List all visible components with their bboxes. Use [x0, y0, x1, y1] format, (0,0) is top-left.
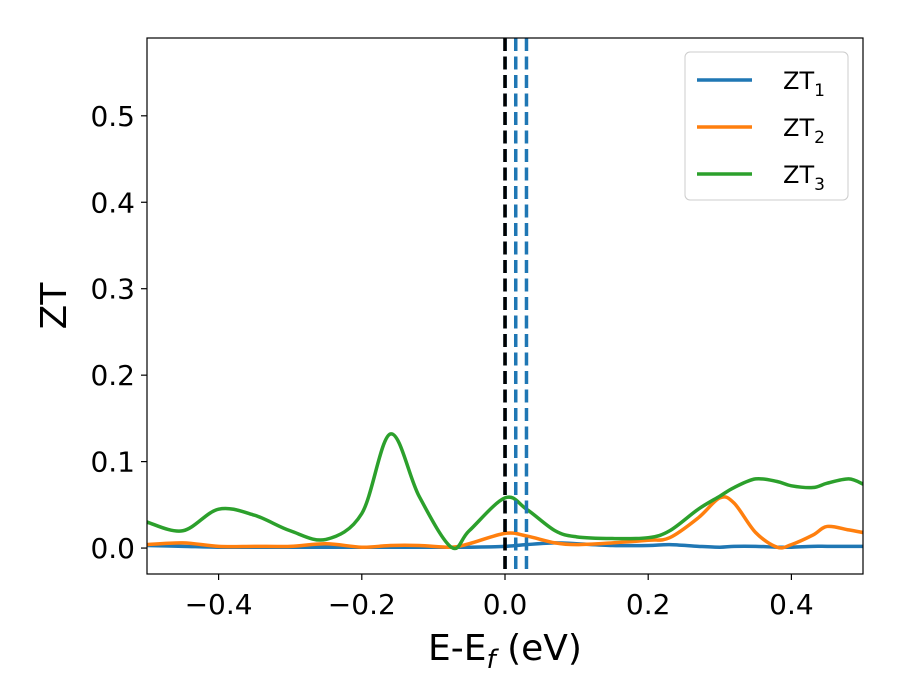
- series-line-zt2: [147, 495, 863, 550]
- y-tick-label: 0.0: [90, 532, 135, 565]
- y-tick-label: 0.4: [90, 186, 135, 219]
- legend-label-zt1: ZT1: [783, 67, 825, 101]
- legend-label-zt3: ZT3: [783, 161, 825, 195]
- vertical-reference-lines: [503, 38, 529, 574]
- y-tick-label: 0.1: [90, 446, 135, 479]
- series-lines: [147, 432, 863, 551]
- x-tick-label: −0.4: [185, 588, 253, 621]
- x-axis-label: E-Ef (eV): [428, 628, 582, 675]
- y-tick-label: 0.2: [90, 359, 135, 392]
- y-axis-ticks: 0.0 0.1 0.2 0.3 0.4 0.5: [90, 100, 147, 565]
- x-tick-label: 0.0: [483, 588, 528, 621]
- series-line-zt3: [147, 432, 863, 551]
- x-tick-label: −0.2: [328, 588, 396, 621]
- x-axis-ticks: −0.4 −0.2 0.0 0.2 0.4: [185, 574, 814, 621]
- y-axis-label: ZT: [34, 282, 75, 330]
- legend-label-zt2: ZT2: [783, 114, 825, 148]
- x-tick-label: 0.2: [626, 588, 671, 621]
- y-tick-label: 0.3: [90, 273, 135, 306]
- legend: ZT1 ZT2 ZT3: [684, 51, 849, 201]
- x-tick-label: 0.4: [769, 588, 814, 621]
- plot-area: [147, 38, 863, 574]
- legend-box: [684, 51, 849, 201]
- y-tick-label: 0.5: [90, 100, 135, 133]
